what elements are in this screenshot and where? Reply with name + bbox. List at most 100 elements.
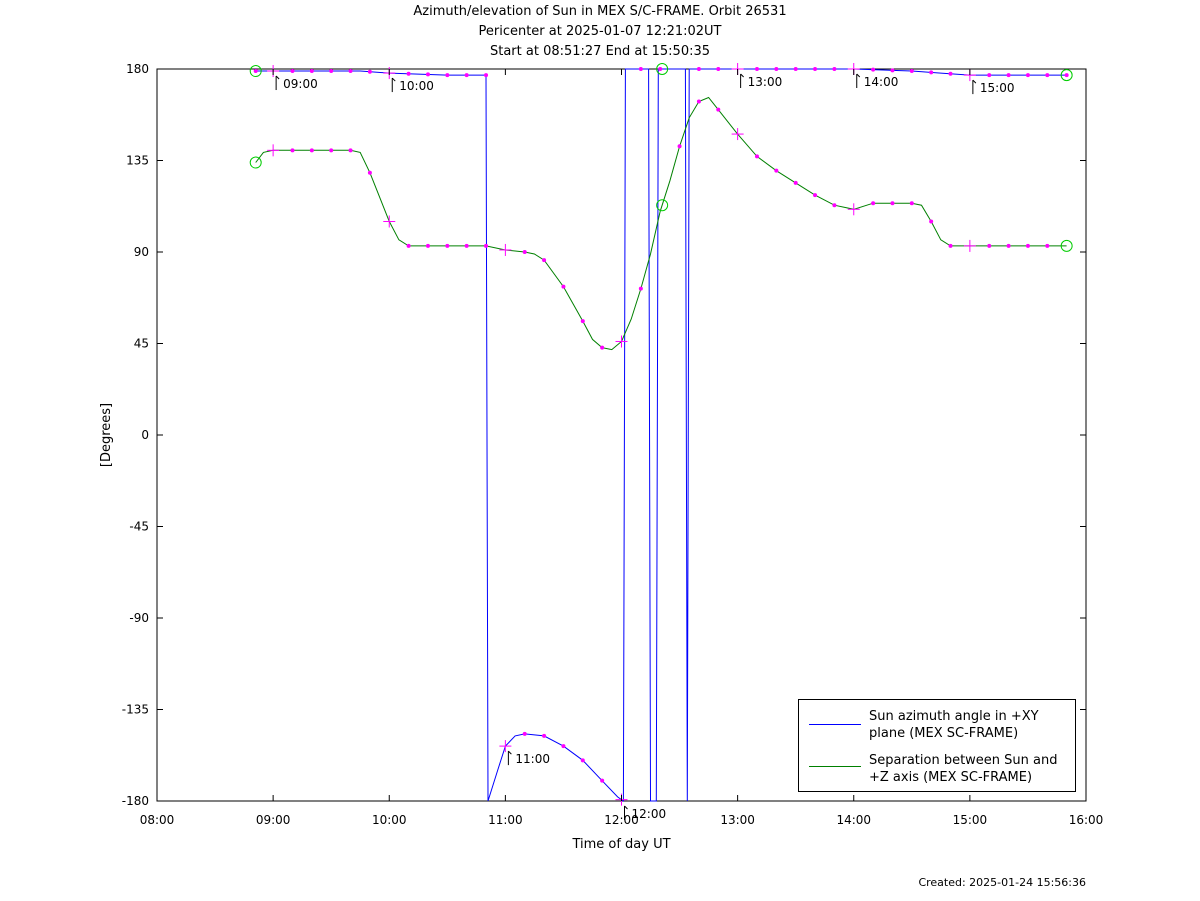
x-tick-label: 14:00 xyxy=(836,813,871,827)
y-tick-label: -90 xyxy=(129,611,149,625)
dot-marker xyxy=(309,148,314,153)
chart-subtitle-pericenter: Pericenter at 2025-01-07 12:21:02UT xyxy=(478,24,722,39)
y-axis-label: [Degrees] xyxy=(99,403,114,467)
annotation-layer: 09:00 10:00 11:00 12:00 13:00 14:00 15:00 xyxy=(275,73,1015,821)
dot-marker xyxy=(580,758,585,763)
dot-marker xyxy=(987,243,992,248)
y-tick-label: 45 xyxy=(134,337,149,351)
series-line-1 xyxy=(255,96,1067,351)
dot-marker xyxy=(716,107,721,112)
x-tick-label: 16:00 xyxy=(1069,813,1104,827)
legend: Sun azimuth angle in +XY plane (MEX SC-F… xyxy=(798,699,1076,792)
dot-marker xyxy=(929,70,934,75)
annotation-label: 10:00 xyxy=(399,79,434,93)
annotation-arrowhead xyxy=(391,77,396,82)
created-timestamp: Created: 2025-01-24 15:56:36 xyxy=(918,876,1086,889)
x-tick-label: 08:00 xyxy=(140,813,175,827)
dot-marker xyxy=(561,744,566,749)
dot-marker xyxy=(890,68,895,73)
series-line-0 xyxy=(255,68,1067,802)
dot-marker xyxy=(638,67,643,71)
y-tick-label: -45 xyxy=(129,520,149,534)
series-layer xyxy=(255,68,1067,802)
x-tick-label: 13:00 xyxy=(720,813,755,827)
dot-marker xyxy=(367,69,372,74)
dot-marker xyxy=(464,243,469,248)
dot-marker xyxy=(813,67,818,71)
dot-marker xyxy=(406,71,411,76)
dot-marker xyxy=(909,69,914,74)
dot-marker xyxy=(309,69,314,74)
annotation-arrowhead xyxy=(275,75,280,80)
dot-marker xyxy=(580,319,585,324)
dot-marker xyxy=(425,72,430,77)
dot-marker xyxy=(793,180,798,185)
dot-marker xyxy=(561,284,566,289)
y-tick-label: 135 xyxy=(126,154,149,168)
y-tick-label: 90 xyxy=(134,245,149,259)
x-tick-label: 09:00 xyxy=(256,813,291,827)
event-circle-marker xyxy=(1060,239,1073,252)
chart-title: Azimuth/elevation of Sun in MEX S/C-FRAM… xyxy=(413,4,787,19)
event-circle-marker xyxy=(656,199,669,212)
dot-marker xyxy=(367,170,372,175)
legend-label-azimuth: Sun azimuth angle in +XY plane (MEX SC-F… xyxy=(869,709,1039,741)
dot-marker xyxy=(1025,73,1030,78)
y-tick-label: -135 xyxy=(122,703,149,717)
y-tick-label: -180 xyxy=(122,794,149,808)
dot-marker xyxy=(1045,243,1050,248)
dot-marker xyxy=(832,203,837,208)
annotation-label: 09:00 xyxy=(283,77,318,91)
dot-marker xyxy=(290,148,295,153)
annotation-arrowhead xyxy=(508,750,512,755)
dot-marker xyxy=(522,250,527,254)
dot-marker xyxy=(813,193,818,198)
dot-marker xyxy=(696,99,701,104)
plot-area xyxy=(156,68,1087,802)
dot-marker xyxy=(929,219,934,224)
dot-marker xyxy=(1006,73,1011,78)
x-tick-label: 15:00 xyxy=(953,813,988,827)
event-circle-marker xyxy=(249,156,262,169)
dot-marker xyxy=(890,201,895,206)
dot-marker xyxy=(832,67,837,71)
annotation-label: 12:00 xyxy=(632,807,667,821)
dot-marker xyxy=(793,67,798,71)
x-tick-label: 11:00 xyxy=(488,813,523,827)
dot-marker xyxy=(425,243,430,248)
annotation-arrowhead xyxy=(856,73,861,78)
legend-label-separation: Separation between Sun and +Z axis (MEX … xyxy=(869,753,1058,785)
y-tick-label: 180 xyxy=(126,62,149,76)
legend-swatch-azimuth xyxy=(809,724,861,725)
dot-marker xyxy=(696,67,701,71)
x-tick-label: 12:00 xyxy=(604,813,639,827)
dot-marker xyxy=(445,73,450,78)
dot-marker xyxy=(754,154,759,159)
annotation-arrowhead xyxy=(740,73,744,78)
dot-marker xyxy=(677,144,682,149)
annotation-label: 15:00 xyxy=(980,81,1015,95)
dot-marker xyxy=(948,71,953,76)
dot-marker xyxy=(600,778,605,783)
dot-marker xyxy=(348,148,353,153)
dot-marker xyxy=(774,67,779,71)
event-circle-marker xyxy=(656,63,669,75)
dot-marker xyxy=(871,67,876,72)
event-circle-marker xyxy=(1060,69,1073,82)
dot-marker xyxy=(871,201,876,206)
chart-subtitle-start-end: Start at 08:51:27 End at 15:50:35 xyxy=(489,44,711,59)
dot-marker xyxy=(484,243,489,248)
dot-marker xyxy=(542,258,547,263)
dot-marker xyxy=(290,69,295,74)
dot-marker xyxy=(658,67,663,71)
dot-marker xyxy=(464,73,469,78)
dot-marker xyxy=(348,69,353,74)
dot-marker xyxy=(754,67,759,71)
dot-marker xyxy=(329,148,334,153)
dot-marker xyxy=(522,731,527,736)
dot-marker xyxy=(600,345,605,350)
annotation-label: 14:00 xyxy=(864,75,899,89)
dot-marker xyxy=(542,733,547,738)
dot-marker xyxy=(406,243,411,248)
